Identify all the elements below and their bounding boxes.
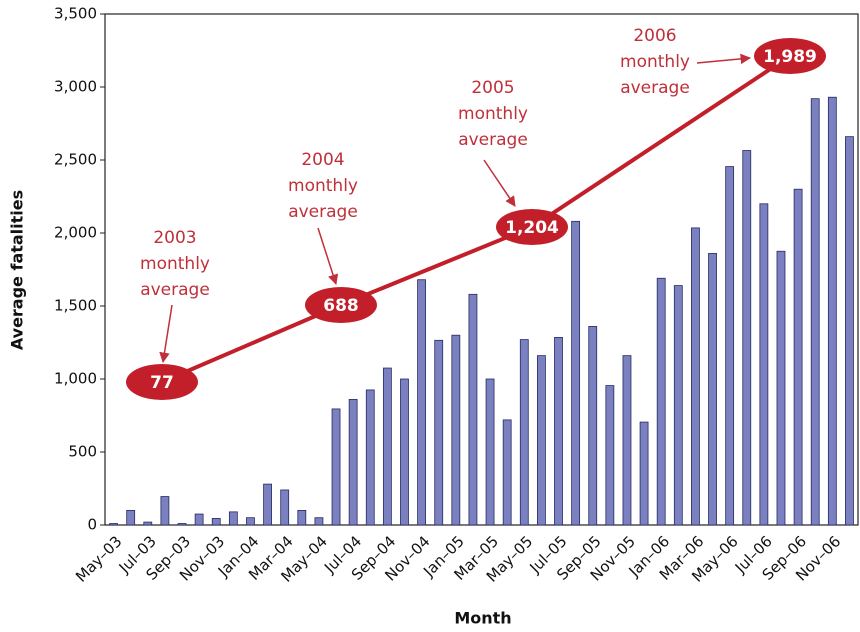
annotation-text: 2004 [301, 150, 344, 170]
bar [519, 339, 529, 526]
y-tick-label: 2,500 [54, 151, 97, 169]
bar [845, 136, 854, 526]
annotation-text: monthly [288, 176, 358, 196]
annotation-text: monthly [140, 254, 210, 274]
bar [365, 389, 375, 526]
bar [468, 293, 478, 526]
average-line [161, 54, 792, 384]
bar [194, 513, 204, 526]
bar [434, 339, 444, 526]
x-tick-label: May–03 [72, 532, 125, 585]
bar [160, 496, 170, 526]
bar [246, 517, 255, 526]
bar [588, 326, 598, 526]
y-axis-label: Average fatalities [8, 190, 27, 350]
bar [622, 355, 632, 526]
bar [810, 98, 820, 526]
bar [708, 253, 717, 526]
bar [691, 227, 700, 526]
bar [211, 518, 221, 526]
annotation-arrow [159, 304, 173, 364]
bar [673, 285, 683, 526]
bar [639, 421, 649, 526]
annotation-text: average [140, 280, 210, 300]
annotation-text: average [620, 78, 690, 98]
bar [280, 489, 290, 526]
bar [451, 334, 461, 526]
bar [263, 483, 272, 526]
y-tick-label: 1,000 [54, 370, 97, 388]
annotation-text: average [288, 202, 358, 222]
bar [314, 517, 324, 526]
bar [109, 523, 118, 526]
average-label: 1,204 [505, 218, 559, 238]
bar [536, 355, 546, 526]
annotation-text: 2003 [153, 228, 196, 248]
y-tick-label: 1,500 [54, 297, 97, 315]
y-tick-label: 0 [87, 516, 97, 534]
bar [331, 408, 341, 526]
bar [725, 166, 735, 526]
bar [742, 150, 752, 526]
x-axis-label: Month [454, 609, 511, 628]
bar [417, 279, 427, 526]
bar [827, 96, 837, 526]
y-tick-label: 3,500 [54, 5, 97, 23]
annotation-text: monthly [620, 52, 690, 72]
bar [554, 336, 563, 526]
bar [502, 419, 512, 526]
average-marker [126, 364, 198, 400]
bar [126, 509, 136, 526]
bar [382, 367, 392, 526]
average-marker [496, 209, 568, 245]
y-tick-label: 500 [68, 443, 97, 461]
bar [793, 188, 803, 526]
average-marker [754, 38, 826, 74]
average-label: 688 [323, 296, 359, 316]
y-tick-label: 2,000 [54, 224, 97, 242]
average-label: 77 [150, 373, 174, 393]
bar [297, 509, 307, 526]
annotation-arrow [317, 227, 339, 285]
bar [759, 203, 769, 526]
average-marker [305, 287, 377, 323]
bar [656, 277, 666, 526]
bar [605, 385, 615, 526]
bar [400, 378, 409, 526]
annotation-arrow [483, 159, 516, 207]
bar [571, 220, 581, 526]
annotation-text: 2005 [471, 78, 514, 98]
bar [348, 399, 358, 526]
annotation-text: monthly [458, 104, 528, 124]
annotation-text: 2006 [633, 26, 676, 46]
bar [776, 250, 786, 526]
annotation-text: average [458, 130, 528, 150]
y-tick-label: 3,000 [54, 78, 97, 96]
bar [485, 378, 495, 526]
bar [228, 511, 238, 526]
bar [177, 523, 187, 526]
average-label: 1,989 [763, 47, 817, 67]
bar [143, 521, 153, 526]
annotation-arrow [696, 53, 752, 65]
plot-frame [104, 13, 859, 526]
